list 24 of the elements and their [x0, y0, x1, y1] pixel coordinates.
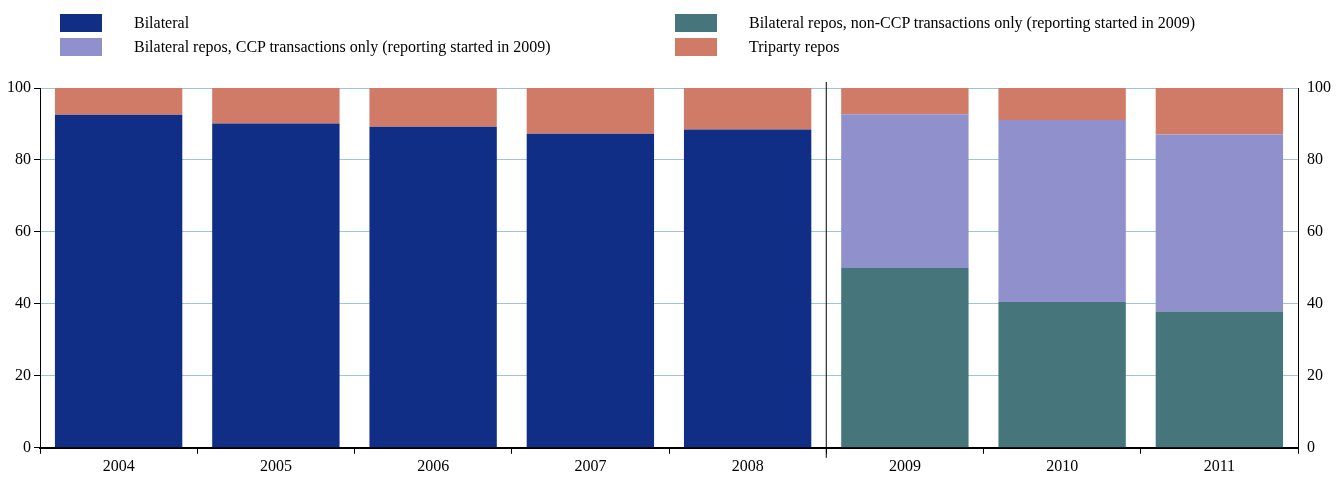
- x-tick-label: 2008: [731, 456, 764, 474]
- x-tick-label: 2009: [888, 456, 921, 474]
- y2-tick-label: 100: [1307, 78, 1331, 96]
- x-tick-label: 2011: [1203, 456, 1236, 474]
- y-tick-label: 40: [15, 294, 31, 312]
- y2-tick-label: 40: [1307, 294, 1323, 312]
- legend-label: Triparty repos: [749, 38, 840, 56]
- y-tick-label: 0: [23, 438, 31, 455]
- x-tick-label: 2004: [102, 456, 135, 474]
- legend-label: Bilateral repos, non-CCP transactions only (reporting started in 2009): [749, 14, 1195, 32]
- x-tick-label: 2005: [259, 456, 292, 474]
- y2-tick-label: 0: [1307, 438, 1315, 455]
- y-tick-label: 80: [15, 150, 31, 168]
- x-tick-label: 2007: [574, 456, 607, 474]
- y2-tick-label: 80: [1307, 150, 1323, 168]
- x-tick-label: 2006: [417, 456, 450, 474]
- y-tick-label: 60: [15, 222, 31, 240]
- x-tick-label: 2010: [1046, 456, 1079, 474]
- y2-tick-label: 20: [1307, 366, 1323, 384]
- legend-label: Bilateral repos, CCP transactions only (reporting started in 2009): [134, 38, 551, 56]
- y2-tick-label: 60: [1307, 222, 1323, 240]
- y-tick-label: 100: [7, 78, 31, 96]
- legend-label: Bilateral: [134, 14, 190, 32]
- y-tick-label: 20: [15, 366, 31, 384]
